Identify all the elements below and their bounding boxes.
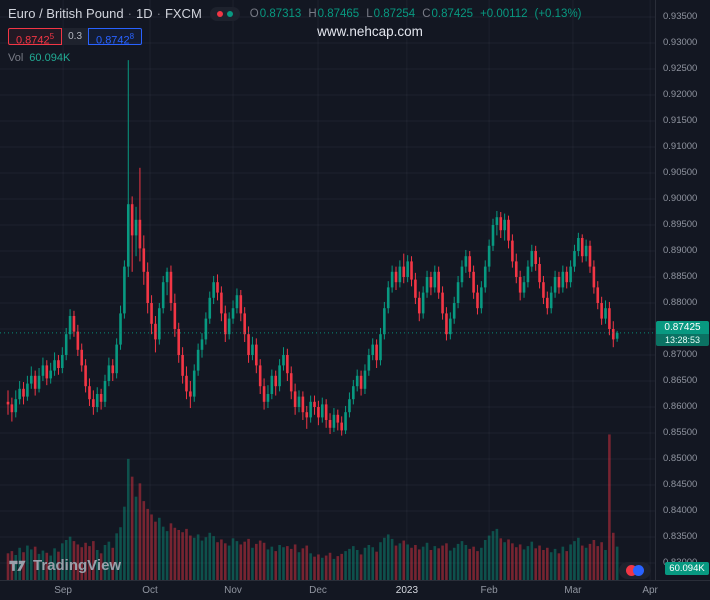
- price-axis-tick: 0.89000: [663, 245, 698, 256]
- price-axis-tick: 0.91000: [663, 141, 698, 152]
- buy-circle-icon: [633, 565, 644, 576]
- legend-row-symbol: Euro / British Pound · 1D · FXCM O 0.8731…: [8, 6, 582, 21]
- time-axis-label: Sep: [54, 585, 72, 596]
- open-label: O: [249, 7, 259, 20]
- time-axis-label: Nov: [224, 585, 242, 596]
- sell-circle-icon: [626, 565, 637, 576]
- time-axis-label: Mar: [564, 585, 582, 596]
- time-axis[interactable]: Sep Oct Nov Dec 2023 Feb Mar Apr: [0, 580, 710, 600]
- source-toggle[interactable]: [209, 6, 240, 21]
- price-axis-tick: 0.88500: [663, 271, 698, 282]
- price-axis-tick: 0.88000: [663, 297, 698, 308]
- time-axis-label: Dec: [309, 585, 327, 596]
- legend-row-volume: Vol 60.094K: [8, 52, 582, 64]
- trade-widget-icon[interactable]: [619, 562, 651, 579]
- tradingview-logo-icon: [9, 560, 26, 571]
- sell-price: 0.8742: [16, 34, 50, 47]
- close-label: C: [422, 7, 431, 20]
- chart-legend: Euro / British Pound · 1D · FXCM O 0.8731…: [8, 6, 582, 64]
- price-axis-tick: 0.91500: [663, 115, 698, 126]
- exchange-label[interactable]: FXCM: [164, 6, 202, 21]
- sell-price-fraction: 5: [49, 32, 55, 41]
- candles[interactable]: [6, 60, 619, 436]
- sell-dot-icon: [216, 10, 223, 17]
- price-axis-tick: 0.84500: [663, 479, 698, 490]
- price-axis-tick: 0.92000: [663, 89, 698, 100]
- grid-lines: [0, 0, 655, 580]
- price-axis-tick: 0.89500: [663, 219, 698, 230]
- price-axis-tick: 0.85500: [663, 427, 698, 438]
- low-value: 0.87254: [373, 7, 416, 20]
- price-axis-tick: 0.86000: [663, 401, 698, 412]
- buy-button[interactable]: 0.87428: [88, 28, 143, 47]
- tradingview-logo-text: TradingView: [33, 557, 122, 574]
- price-axis-tick: 0.86500: [663, 375, 698, 386]
- high-value: 0.87465: [317, 7, 360, 20]
- time-axis-label: Oct: [142, 585, 158, 596]
- price-axis-tick: 0.85000: [663, 453, 698, 464]
- price-axis-tick: 0.92500: [663, 63, 698, 74]
- volume-bars[interactable]: [6, 434, 619, 580]
- price-axis-tick: 0.90000: [663, 193, 698, 204]
- price-axis-tick: 0.83500: [663, 531, 698, 542]
- price-axis-tick: 0.87000: [663, 349, 698, 360]
- price-axis-tick: 0.84000: [663, 505, 698, 516]
- watermark-text: www.nehcap.com: [317, 24, 423, 39]
- price-axis[interactable]: 0.93500 0.93000 0.92500 0.92000 0.91500 0.910…: [655, 0, 710, 580]
- separator: ·: [127, 6, 132, 21]
- close-value: 0.87425: [431, 7, 474, 20]
- buy-price: 0.8742: [96, 34, 130, 47]
- sell-button[interactable]: 0.87425: [8, 28, 63, 47]
- spread-value: 0.3: [62, 28, 89, 45]
- separator: ·: [156, 6, 161, 21]
- last-price-badge: 0.87425 13:28:53: [656, 320, 709, 346]
- open-value: 0.87313: [259, 7, 302, 20]
- price-axis-tick: 0.93500: [663, 11, 698, 22]
- buy-price-fraction: 8: [129, 32, 135, 41]
- time-axis-label: Feb: [480, 585, 498, 596]
- change-percent: (+0.13%): [534, 7, 582, 20]
- last-price-value: 0.87425: [656, 320, 709, 334]
- interval-label[interactable]: 1D: [135, 6, 153, 21]
- time-axis-label: Apr: [642, 585, 658, 596]
- tradingview-logo[interactable]: TradingView: [8, 556, 121, 575]
- buy-sell-widget: 0.87425 0.3 0.87428: [8, 28, 143, 47]
- bar-countdown: 13:28:53: [656, 333, 709, 346]
- high-label: H: [308, 7, 317, 20]
- volume-value-badge: 60.094K: [665, 562, 709, 575]
- low-label: L: [366, 7, 373, 20]
- change-value: +0.00112: [480, 7, 528, 20]
- volume-study-label[interactable]: Vol: [8, 52, 24, 64]
- price-axis-tick: 0.93000: [663, 37, 698, 48]
- buy-dot-icon: [226, 10, 233, 17]
- time-axis-label: 2023: [395, 585, 419, 596]
- price-axis-tick: 0.90500: [663, 167, 698, 178]
- ohlc-readout: O 0.87313 H 0.87465 L 0.87254 C 0.87425 +0.0…: [250, 8, 582, 20]
- volume-study-value: 60.094K: [29, 52, 71, 64]
- symbol-title[interactable]: Euro / British Pound: [8, 6, 124, 21]
